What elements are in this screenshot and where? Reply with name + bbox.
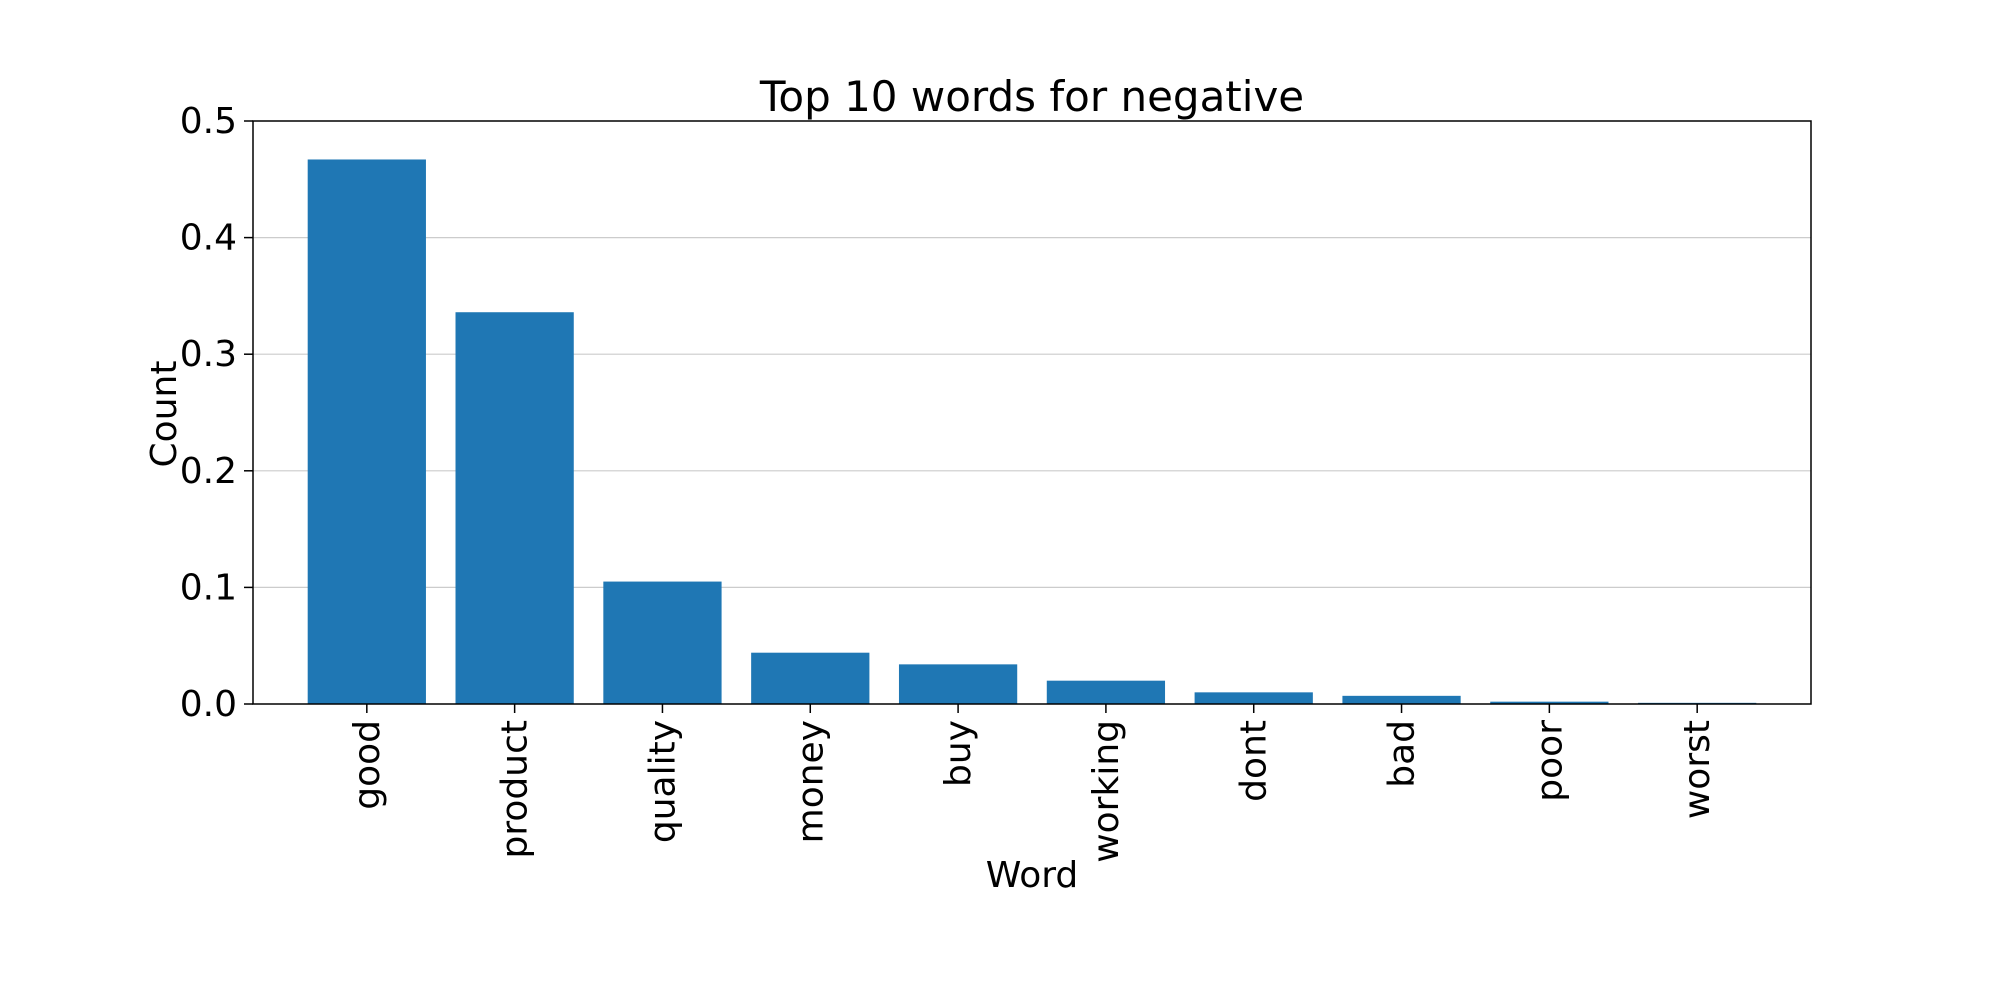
x-tick-label-money: money (790, 720, 831, 843)
bar-money (751, 652, 870, 704)
bar-working (1046, 680, 1166, 704)
bar-quality (603, 581, 722, 704)
y-tick-label: 0.5 (180, 101, 237, 142)
x-tick-label-bad: bad (1382, 720, 1423, 788)
y-tick-label: 0.1 (180, 567, 237, 608)
bar-buy (898, 664, 1018, 704)
bars (307, 159, 1757, 704)
bar-bad (1342, 695, 1461, 704)
y-tick-label: 0.2 (180, 451, 237, 492)
x-axis-label: Word (986, 855, 1079, 896)
x-tick-label-product: product (495, 720, 536, 858)
x-tick-label-poor: poor (1529, 720, 1570, 802)
y-axis-label: Count (144, 361, 185, 468)
bar-good (307, 159, 426, 704)
x-tick-label-dont: dont (1234, 720, 1275, 802)
x-tick-label-good: good (347, 720, 388, 810)
y-tick-label: 0.4 (180, 218, 237, 259)
x-tick-label-quality: quality (642, 720, 683, 843)
x-tick-label-worst: worst (1677, 720, 1718, 819)
y-tick-label: 0.0 (180, 684, 237, 725)
y-axis-ticks: 0.0 0.1 0.2 0.3 0.4 0.5 (180, 101, 253, 725)
bar-poor (1490, 701, 1609, 704)
bar-dont (1194, 692, 1313, 704)
x-axis-ticks: good product quality money buy working dont bad… (347, 704, 1718, 863)
plot-frame (252, 120, 1812, 705)
x-tick-label-buy: buy (938, 720, 979, 787)
bar-product (455, 312, 574, 704)
x-tick-label-working: working (1086, 720, 1127, 863)
y-tick-label: 0.3 (180, 334, 237, 375)
chart-title: Top 10 words for negative (759, 72, 1304, 121)
